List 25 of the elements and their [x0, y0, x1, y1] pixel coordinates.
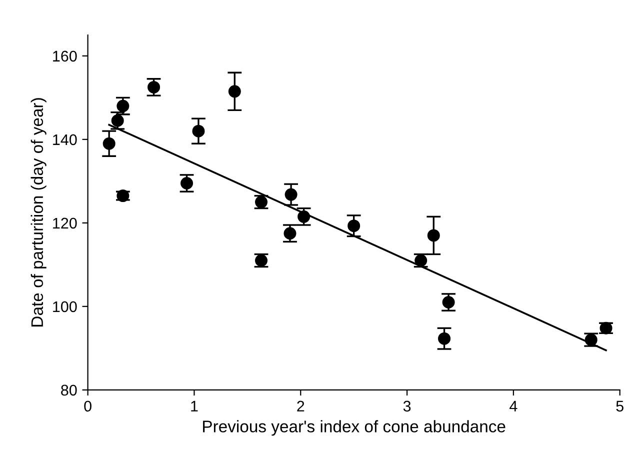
- x-tick-label: 0: [84, 400, 92, 412]
- y-tick-label: 160: [53, 50, 77, 62]
- point: [102, 137, 116, 150]
- x-tick-label: 5: [616, 400, 624, 412]
- point: [180, 177, 194, 190]
- x-axis-title: Previous year's index of cone abundance: [203, 420, 506, 436]
- x-tick-label: 1: [191, 400, 198, 412]
- point: [438, 332, 451, 345]
- y-axis-title: Date of parturition (day of year): [30, 98, 46, 326]
- point: [298, 210, 310, 223]
- y-tick-label: 120: [53, 218, 77, 229]
- x-tick-label: 3: [403, 400, 411, 412]
- point: [284, 227, 296, 240]
- x-tick-label: 2: [297, 400, 304, 412]
- point: [228, 85, 241, 98]
- point: [348, 220, 360, 232]
- y-tick-label: 80: [61, 384, 77, 396]
- point: [442, 296, 455, 309]
- y-tick-label: 140: [53, 134, 77, 146]
- point: [427, 229, 440, 242]
- y-tick-label: 100: [53, 301, 77, 312]
- point: [284, 188, 298, 201]
- x-tick-label: 4: [510, 400, 518, 412]
- point: [192, 124, 205, 138]
- point: [148, 80, 160, 94]
